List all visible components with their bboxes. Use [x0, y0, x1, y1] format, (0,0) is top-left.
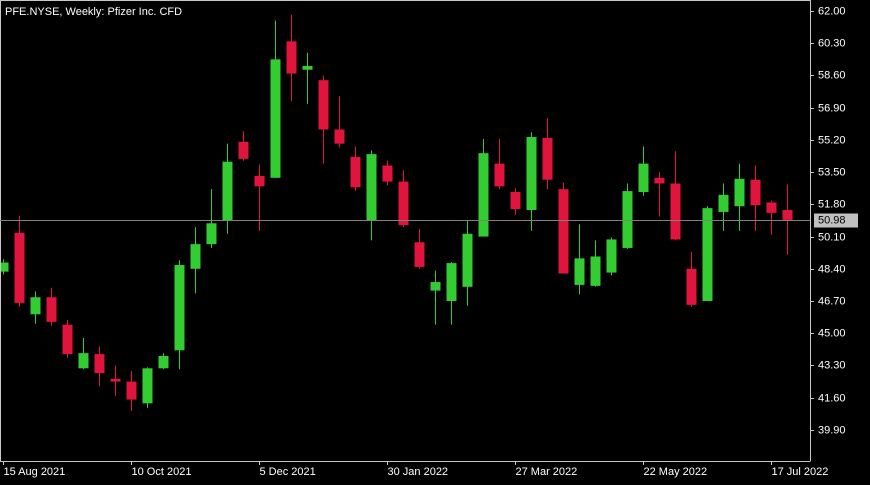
y-tick-label: 58.60 — [818, 69, 846, 81]
candle-body — [174, 264, 185, 351]
candle-body — [654, 177, 665, 184]
y-tick-label: 45.00 — [818, 327, 846, 339]
candle-body — [478, 153, 489, 237]
candle-body — [382, 165, 393, 182]
y-tick-label: 53.50 — [818, 166, 846, 178]
candle-body — [446, 263, 457, 302]
candle-body — [286, 41, 297, 74]
candle-body — [734, 178, 745, 207]
candle-body — [334, 129, 345, 144]
candle-body — [638, 163, 649, 193]
x-tick-label: 10 Oct 2021 — [132, 466, 192, 478]
candle-body — [766, 202, 777, 213]
candle-body — [14, 232, 25, 303]
x-tick-label: 27 Mar 2022 — [516, 466, 578, 478]
y-tick-label: 46.70 — [818, 295, 846, 307]
candle-body — [62, 324, 73, 355]
candle-body — [158, 355, 169, 369]
x-tick-label: 15 Aug 2021 — [4, 466, 66, 478]
candle-body — [238, 141, 249, 159]
y-tick-label: 48.40 — [818, 263, 846, 275]
y-tick-label: 55.20 — [818, 134, 846, 146]
y-tick-label: 50.10 — [818, 231, 846, 243]
candle-body — [702, 208, 713, 302]
candle-body — [398, 181, 409, 226]
y-tick-label: 43.30 — [818, 359, 846, 371]
candle-body — [670, 183, 681, 240]
y-tick-label: 56.90 — [818, 102, 846, 114]
candle-body — [590, 256, 601, 286]
y-tick-label: 62.00 — [818, 5, 846, 17]
candle-body — [366, 154, 377, 221]
y-tick-label: 60.30 — [818, 37, 846, 49]
candle-body — [510, 192, 521, 210]
candle-body — [190, 244, 201, 269]
candle-body — [350, 156, 361, 188]
price-label: 50.98 — [818, 214, 846, 226]
candle-body — [126, 381, 137, 400]
candle-body — [254, 175, 265, 187]
x-tick-label: 22 May 2022 — [644, 466, 708, 478]
candle-body — [222, 161, 233, 221]
candle-body — [526, 137, 537, 211]
x-tick-label: 5 Dec 2021 — [260, 466, 316, 478]
x-tick-label: 30 Jan 2022 — [388, 466, 449, 478]
candle-body — [606, 239, 617, 273]
candle-body — [558, 189, 569, 274]
candle-body — [782, 210, 793, 220]
chart-title: PFE.NYSE, Weekly: Pfizer Inc. CFD — [5, 6, 182, 18]
candle-body — [750, 179, 761, 206]
candle-body — [318, 80, 329, 130]
candle-body — [142, 368, 153, 404]
candle-body — [30, 297, 41, 315]
candle-body — [462, 233, 473, 287]
candle-body — [622, 191, 633, 248]
candle-body — [414, 242, 425, 267]
y-tick-label: 39.90 — [818, 424, 846, 436]
price-label-box — [814, 213, 858, 228]
candle-body — [78, 353, 89, 369]
candle-body — [46, 297, 57, 322]
candle-body — [110, 378, 121, 382]
y-tick-label: 51.80 — [818, 198, 846, 210]
x-tick-label: 17 Jul 2022 — [772, 466, 829, 478]
candle-body — [542, 137, 553, 180]
candle-body — [494, 163, 505, 187]
candle-body — [206, 223, 217, 245]
candle-body — [270, 59, 281, 178]
plot-area — [0, 14, 793, 411]
candle-body — [686, 268, 697, 305]
candle-body — [430, 282, 441, 291]
candle-body — [94, 354, 105, 374]
candle-body — [0, 262, 9, 272]
y-tick-label: 41.60 — [818, 392, 846, 404]
candle-body — [302, 65, 313, 70]
candle-body — [574, 258, 585, 285]
candle-body — [718, 194, 729, 212]
